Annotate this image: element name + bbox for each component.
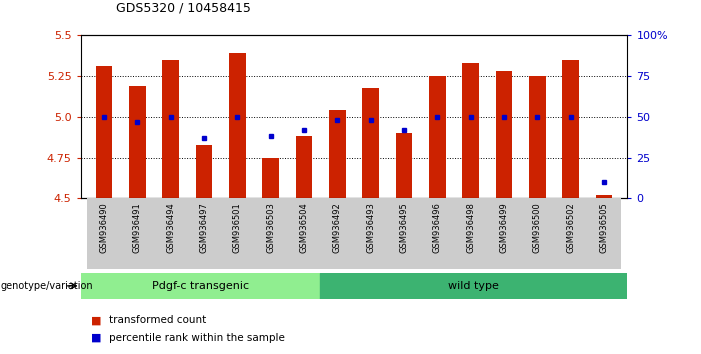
Text: GSM936500: GSM936500 xyxy=(533,202,542,252)
Bar xyxy=(454,198,487,269)
Bar xyxy=(187,198,221,269)
Bar xyxy=(421,198,454,269)
Bar xyxy=(429,76,446,198)
Text: GDS5320 / 10458415: GDS5320 / 10458415 xyxy=(116,1,250,14)
Bar xyxy=(287,198,320,269)
Bar xyxy=(388,198,421,269)
Bar xyxy=(196,144,212,198)
Bar xyxy=(562,60,579,198)
Bar xyxy=(587,198,620,269)
Bar xyxy=(163,60,179,198)
Bar xyxy=(88,198,121,269)
Bar xyxy=(296,136,313,198)
Bar xyxy=(229,53,245,198)
Text: GSM936495: GSM936495 xyxy=(400,202,409,252)
Text: GSM936493: GSM936493 xyxy=(366,202,375,253)
Bar xyxy=(329,110,346,198)
Bar xyxy=(95,66,112,198)
Text: GSM936505: GSM936505 xyxy=(599,202,608,252)
Bar xyxy=(395,133,412,198)
Bar xyxy=(221,198,254,269)
Bar xyxy=(81,273,320,299)
Text: GSM936502: GSM936502 xyxy=(566,202,576,252)
Text: GSM936492: GSM936492 xyxy=(333,202,342,252)
Bar xyxy=(320,273,627,299)
Bar xyxy=(554,198,587,269)
Text: GSM936499: GSM936499 xyxy=(500,202,508,252)
Bar xyxy=(254,198,287,269)
Text: GSM936501: GSM936501 xyxy=(233,202,242,252)
Text: GSM936494: GSM936494 xyxy=(166,202,175,252)
Text: genotype/variation: genotype/variation xyxy=(1,281,93,291)
Text: percentile rank within the sample: percentile rank within the sample xyxy=(109,333,285,343)
Bar xyxy=(362,87,379,198)
Bar xyxy=(354,198,388,269)
Bar xyxy=(262,158,279,198)
Text: GSM936490: GSM936490 xyxy=(100,202,109,252)
Text: ■: ■ xyxy=(91,315,102,325)
Text: GSM936503: GSM936503 xyxy=(266,202,275,253)
Bar xyxy=(596,195,613,198)
Text: GSM936504: GSM936504 xyxy=(299,202,308,252)
Bar xyxy=(487,198,521,269)
Text: GSM936491: GSM936491 xyxy=(132,202,142,252)
Bar xyxy=(154,198,187,269)
Text: wild type: wild type xyxy=(448,281,499,291)
Bar xyxy=(463,63,479,198)
Bar xyxy=(320,198,354,269)
Text: GSM936496: GSM936496 xyxy=(433,202,442,253)
Text: Pdgf-c transgenic: Pdgf-c transgenic xyxy=(151,281,249,291)
Bar xyxy=(121,198,154,269)
Text: GSM936497: GSM936497 xyxy=(200,202,208,253)
Bar xyxy=(129,86,146,198)
Bar xyxy=(529,76,545,198)
Text: transformed count: transformed count xyxy=(109,315,206,325)
Bar xyxy=(496,71,512,198)
Bar xyxy=(521,198,554,269)
Text: GSM936498: GSM936498 xyxy=(466,202,475,253)
Text: ■: ■ xyxy=(91,333,102,343)
